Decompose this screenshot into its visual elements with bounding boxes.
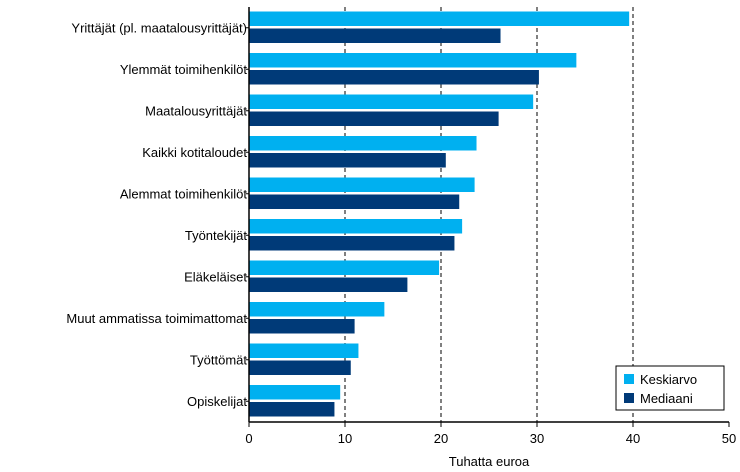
legend-label: Mediaani bbox=[640, 391, 693, 406]
bar-keskiarvo bbox=[249, 94, 534, 109]
bar-mediaani bbox=[249, 28, 501, 43]
legend-swatch bbox=[624, 393, 634, 403]
bar-keskiarvo bbox=[249, 302, 385, 317]
category-label: Alemmat toimihenkilöt bbox=[120, 186, 248, 201]
bar-mediaani bbox=[249, 70, 539, 85]
bar-mediaani bbox=[249, 236, 455, 251]
bar-mediaani bbox=[249, 319, 355, 334]
bar-keskiarvo bbox=[249, 11, 630, 26]
category-label: Eläkeläiset bbox=[184, 269, 247, 284]
bar-keskiarvo bbox=[249, 343, 359, 358]
legend-label: Keskiarvo bbox=[640, 372, 697, 387]
legend: Keskiarvo Mediaani bbox=[615, 365, 725, 411]
x-tick-label: 40 bbox=[626, 431, 640, 446]
category-label: Yrittäjät (pl. maatalousyrittäjät) bbox=[71, 20, 247, 35]
bar-keskiarvo bbox=[249, 53, 577, 68]
x-tick-label: 0 bbox=[245, 431, 252, 446]
plot-frame bbox=[248, 7, 729, 423]
category-label: Työntekijät bbox=[185, 228, 248, 243]
bar-keskiarvo bbox=[249, 219, 463, 234]
x-tick-label: 10 bbox=[338, 431, 352, 446]
bar-mediaani bbox=[249, 360, 351, 375]
bar-keskiarvo bbox=[249, 177, 475, 192]
category-labels: Yrittäjät (pl. maatalousyrittäjät) Ylemmä… bbox=[66, 20, 249, 409]
x-tick-label: 20 bbox=[434, 431, 448, 446]
bar-keskiarvo bbox=[249, 260, 440, 275]
category-label: Ylemmät toimihenkilöt bbox=[120, 62, 248, 77]
x-axis-ticks: 0 10 20 30 40 50 bbox=[245, 422, 736, 446]
bar-keskiarvo bbox=[249, 385, 341, 400]
category-label: Työttömät bbox=[190, 352, 247, 367]
category-label: Muut ammatissa toimimattomat bbox=[66, 311, 247, 326]
category-label: Opiskelijat bbox=[187, 394, 247, 409]
x-axis-title: Tuhatta euroa bbox=[449, 454, 530, 469]
category-label: Kaikki kotitaloudet bbox=[142, 145, 247, 160]
x-tick-label: 30 bbox=[530, 431, 544, 446]
bar-keskiarvo bbox=[249, 136, 477, 151]
gridlines bbox=[344, 7, 634, 422]
x-tick-label: 50 bbox=[722, 431, 736, 446]
bar-mediaani bbox=[249, 111, 499, 126]
bar-mediaani bbox=[249, 402, 335, 417]
bar-mediaani bbox=[249, 194, 460, 209]
legend-swatch bbox=[624, 374, 634, 384]
bar-mediaani bbox=[249, 277, 408, 292]
bar-mediaani bbox=[249, 153, 446, 168]
bars bbox=[249, 11, 630, 417]
category-label: Maatalousyrittäjät bbox=[145, 103, 247, 118]
